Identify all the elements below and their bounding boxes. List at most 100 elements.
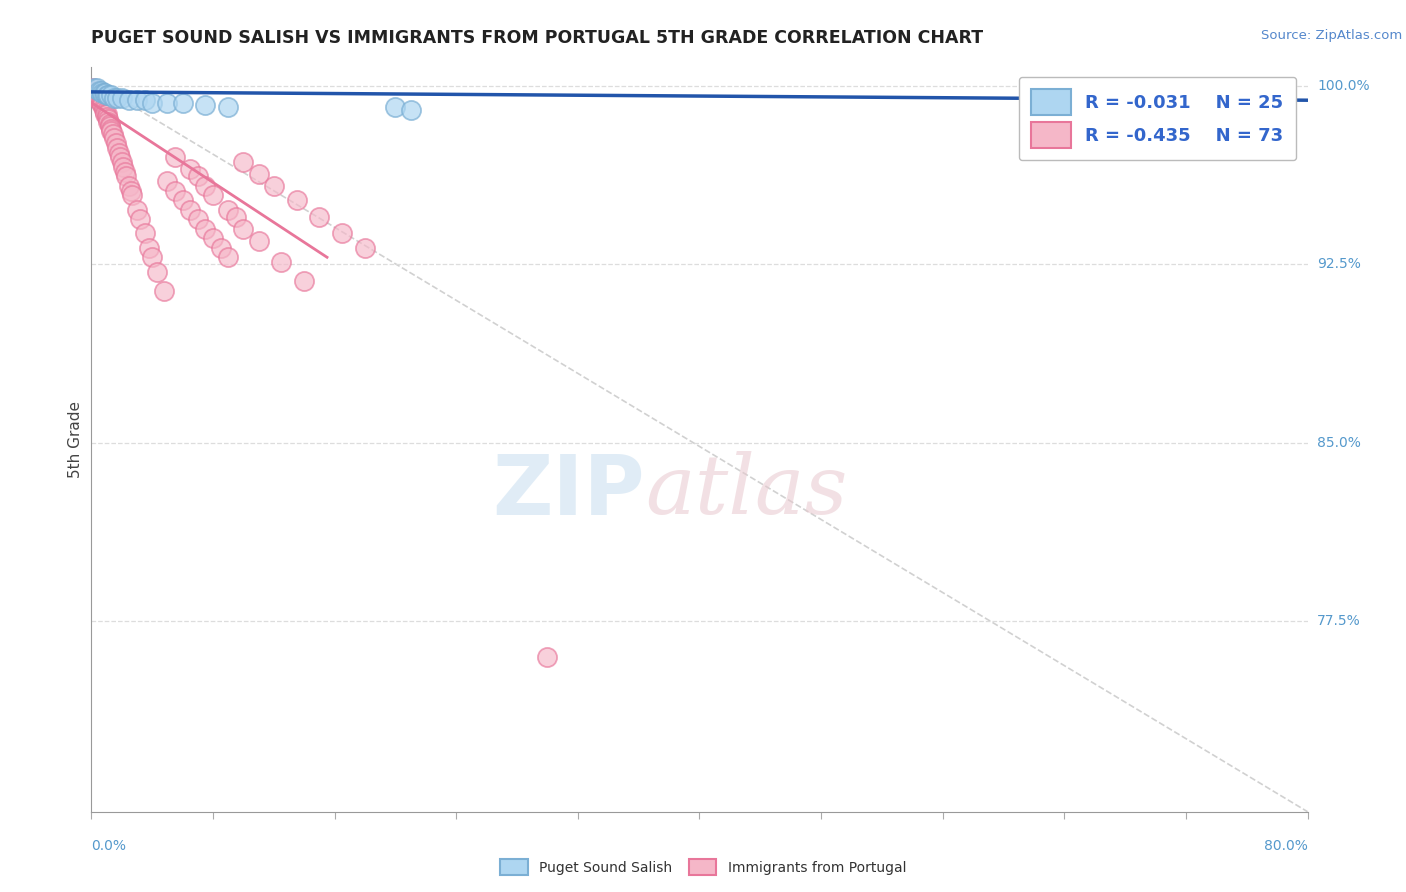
Point xyxy=(232,221,254,235)
Point xyxy=(94,107,117,121)
Point xyxy=(153,284,176,298)
Point xyxy=(125,93,148,107)
Point xyxy=(330,227,353,241)
Point xyxy=(87,93,110,107)
Point xyxy=(232,155,254,169)
Point xyxy=(86,81,108,95)
Point xyxy=(285,193,308,207)
Point xyxy=(114,164,136,178)
Point xyxy=(120,184,142,198)
Point xyxy=(89,95,111,110)
Point xyxy=(94,105,117,120)
Point xyxy=(217,250,239,264)
Point xyxy=(1022,103,1045,117)
Point xyxy=(202,188,225,202)
Point xyxy=(82,81,104,95)
Point xyxy=(101,127,124,141)
Point xyxy=(118,93,141,107)
Point xyxy=(172,95,194,110)
Point xyxy=(83,84,105,98)
Text: 0.0%: 0.0% xyxy=(91,839,127,854)
Point xyxy=(93,86,115,100)
Point xyxy=(384,100,406,114)
Point xyxy=(129,212,152,227)
Point xyxy=(100,124,122,138)
Point xyxy=(104,136,127,150)
Point xyxy=(91,98,114,112)
Point xyxy=(97,112,120,127)
Point xyxy=(111,155,134,169)
Point xyxy=(354,241,377,255)
Point xyxy=(263,178,285,193)
Point xyxy=(84,88,107,103)
Point xyxy=(118,178,141,193)
Text: atlas: atlas xyxy=(645,451,848,532)
Point xyxy=(115,169,138,184)
Point xyxy=(103,91,125,105)
Point xyxy=(96,88,118,103)
Point xyxy=(105,141,128,155)
Text: 92.5%: 92.5% xyxy=(1317,258,1361,271)
Point xyxy=(399,103,422,117)
Point xyxy=(100,88,122,103)
Point xyxy=(1053,105,1076,120)
Point xyxy=(89,93,111,107)
Point xyxy=(96,110,118,124)
Point xyxy=(172,193,194,207)
Point xyxy=(83,81,105,95)
Point xyxy=(225,210,247,224)
Point xyxy=(93,100,115,114)
Text: Source: ZipAtlas.com: Source: ZipAtlas.com xyxy=(1261,29,1402,42)
Point xyxy=(156,174,179,188)
Point xyxy=(91,86,114,100)
Legend: Puget Sound Salish, Immigrants from Portugal: Puget Sound Salish, Immigrants from Port… xyxy=(495,854,911,880)
Point xyxy=(163,150,186,164)
Point xyxy=(247,234,270,248)
Point xyxy=(103,131,125,145)
Text: 85.0%: 85.0% xyxy=(1317,436,1361,450)
Point xyxy=(97,114,120,128)
Point xyxy=(134,227,156,241)
Point xyxy=(86,88,108,103)
Point xyxy=(141,95,163,110)
Point xyxy=(100,121,122,136)
Point xyxy=(105,91,128,105)
Point xyxy=(87,91,110,105)
Y-axis label: 5th Grade: 5th Grade xyxy=(67,401,83,478)
Point xyxy=(163,184,186,198)
Point xyxy=(110,150,132,164)
Text: ZIP: ZIP xyxy=(492,451,645,532)
Text: 80.0%: 80.0% xyxy=(1264,839,1308,854)
Point xyxy=(93,103,115,117)
Point xyxy=(209,241,232,255)
Text: PUGET SOUND SALISH VS IMMIGRANTS FROM PORTUGAL 5TH GRADE CORRELATION CHART: PUGET SOUND SALISH VS IMMIGRANTS FROM PO… xyxy=(91,29,984,46)
Point xyxy=(156,95,179,110)
Point xyxy=(87,84,110,98)
Point xyxy=(179,162,201,177)
Point xyxy=(84,86,107,100)
Point xyxy=(145,264,167,278)
Point xyxy=(217,100,239,114)
Point xyxy=(98,117,121,131)
Point xyxy=(202,231,225,245)
Point xyxy=(270,255,292,269)
Point xyxy=(125,202,148,217)
Point xyxy=(536,650,558,665)
Point xyxy=(97,88,120,103)
Point xyxy=(194,178,217,193)
Point xyxy=(83,86,105,100)
Point xyxy=(187,212,209,227)
Point xyxy=(308,210,330,224)
Point xyxy=(187,169,209,184)
Point xyxy=(94,86,117,100)
Point xyxy=(292,274,315,288)
Point xyxy=(138,241,160,255)
Point xyxy=(107,145,129,160)
Legend: R = -0.031    N = 25, R = -0.435    N = 73: R = -0.031 N = 25, R = -0.435 N = 73 xyxy=(1018,77,1296,161)
Point xyxy=(247,167,270,181)
Point xyxy=(194,98,217,112)
Point xyxy=(89,84,111,98)
Point xyxy=(112,160,135,174)
Point xyxy=(86,91,108,105)
Point xyxy=(111,91,134,105)
